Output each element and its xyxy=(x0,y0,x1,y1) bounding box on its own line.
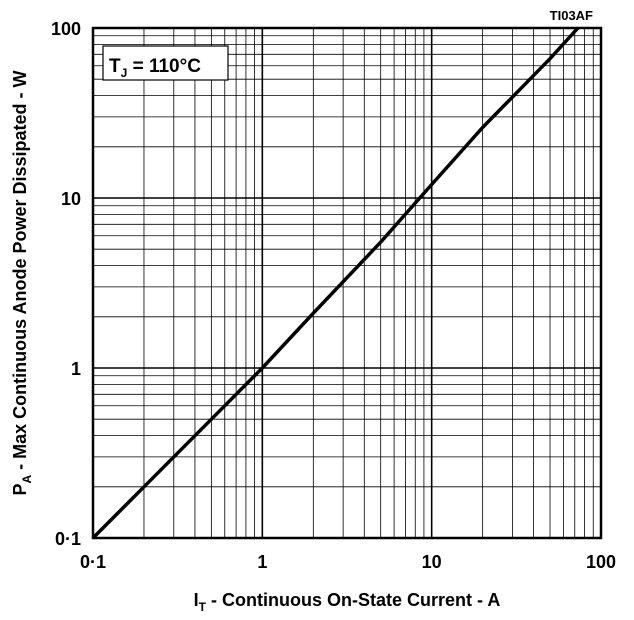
x-axis-label: IT - Continuous On-State Current - A xyxy=(194,590,501,614)
annotation-rest: = 110°C xyxy=(127,56,201,77)
x-label-main: I xyxy=(194,590,199,610)
plot-frame xyxy=(91,26,603,540)
annotation-text: TJ = 110°C xyxy=(109,56,201,80)
y-label-main: P xyxy=(10,484,30,496)
x-label-sub: T xyxy=(199,600,207,614)
y-label-sub: A xyxy=(20,475,34,484)
x-tick-label: 1 xyxy=(257,552,267,572)
x-tick-label: 100 xyxy=(586,552,616,572)
x-label-rest: - Continuous On-State Current - A xyxy=(206,590,500,610)
x-tick-label: 10 xyxy=(422,552,442,572)
figure-code: TI03AF xyxy=(550,8,593,23)
y-tick-label: 10 xyxy=(61,189,81,209)
y-tick-label: 100 xyxy=(51,19,81,39)
series-line xyxy=(91,26,580,540)
annotation: TJ = 110°C xyxy=(102,45,229,81)
annotation-sub: J xyxy=(121,66,128,80)
y-tick-label: 0·1 xyxy=(55,529,81,549)
y-label-rest: - Max Continuous Anode Power Dissipated … xyxy=(10,70,30,474)
annotation-box xyxy=(102,45,229,81)
y-tick-label: 1 xyxy=(71,359,81,379)
annotation-main: T xyxy=(109,56,121,77)
x-tick-label: 0·1 xyxy=(80,552,106,572)
y-axis-label: PA - Max Continuous Anode Power Dissipat… xyxy=(10,70,34,495)
